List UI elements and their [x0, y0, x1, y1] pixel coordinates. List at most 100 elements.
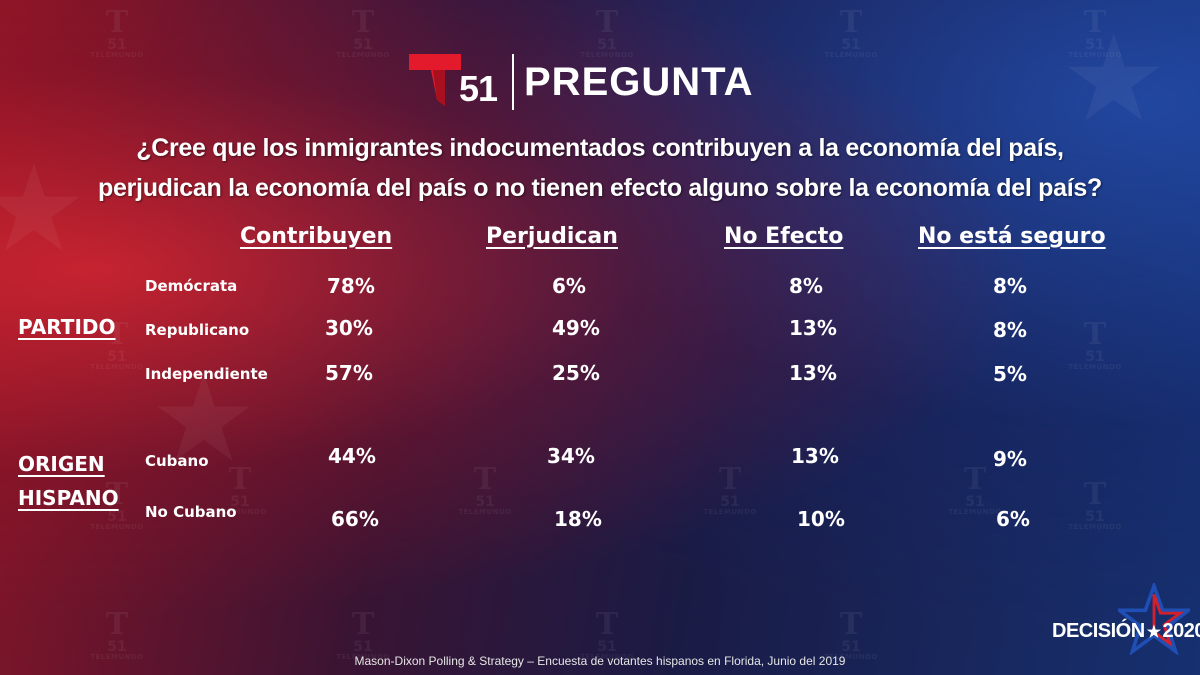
- row-label-no-cubano: No Cubano: [145, 503, 237, 521]
- telemundo-watermark: T 51 TELEMUNDO: [450, 465, 520, 516]
- table-cell: 5%: [993, 362, 1027, 386]
- watermark-network: TELEMUNDO: [90, 523, 144, 531]
- watermark-number: 51: [597, 37, 617, 53]
- watermark-network: TELEMUNDO: [458, 508, 512, 516]
- watermark-number: 51: [841, 639, 861, 655]
- watermark-number: 51: [1085, 37, 1105, 53]
- telemundo-watermark: T 51 TELEMUNDO: [1060, 8, 1130, 59]
- telemundo-watermark: T 51 TELEMUNDO: [82, 320, 152, 371]
- table-cell: 44%: [328, 444, 376, 468]
- logo-number: 51: [459, 68, 498, 109]
- table-cell: 10%: [797, 507, 845, 531]
- watermark-t-icon: T: [228, 462, 252, 497]
- telemundo-watermark: T 51 TELEMUNDO: [82, 8, 152, 59]
- group-label-partido: PARTIDO: [18, 315, 116, 339]
- decision-2020-logo: DECISIÓN ★ 2020: [1052, 620, 1200, 643]
- group-label-origen: ORIGEN: [18, 452, 105, 476]
- background-star-decoration: ★: [0, 140, 88, 279]
- watermark-t-icon: T: [839, 5, 863, 40]
- watermark-t-icon: T: [839, 607, 863, 642]
- table-cell: 13%: [789, 316, 837, 340]
- watermark-network: TELEMUNDO: [824, 51, 878, 59]
- watermark-t-icon: T: [595, 607, 619, 642]
- watermark-network: TELEMUNDO: [703, 508, 757, 516]
- background-star-decoration: ★: [150, 350, 258, 489]
- telemundo-t-icon: [409, 54, 461, 106]
- brand-year: 2020: [1162, 620, 1200, 642]
- telemundo-watermark: T 51 TELEMUNDO: [1060, 480, 1130, 531]
- watermark-number: 51: [1085, 349, 1105, 365]
- table-cell: 13%: [789, 361, 837, 385]
- watermark-t-icon: T: [105, 607, 129, 642]
- watermark-number: 51: [353, 37, 373, 53]
- header-divider: [512, 54, 514, 110]
- table-cell: 18%: [554, 507, 602, 531]
- telemundo-watermark: T 51 TELEMUNDO: [695, 465, 765, 516]
- background-star-decoration: ★: [1060, 10, 1168, 149]
- telemundo-watermark: T 51 TELEMUNDO: [82, 480, 152, 531]
- watermark-network: TELEMUNDO: [90, 51, 144, 59]
- watermark-number: 51: [597, 639, 617, 655]
- question-line-1: ¿Cree que los inmigrantes indocumentados…: [136, 134, 1064, 162]
- table-cell: 57%: [325, 361, 373, 385]
- watermark-t-icon: T: [1083, 5, 1107, 40]
- row-label-republicano: Republicano: [145, 321, 250, 339]
- telemundo-watermark: T 51 TELEMUNDO: [1060, 320, 1130, 371]
- watermark-t-icon: T: [595, 5, 619, 40]
- telemundo-watermark: T 51 TELEMUNDO: [328, 8, 398, 59]
- watermark-number: 51: [107, 639, 127, 655]
- row-label-cubano: Cubano: [145, 452, 209, 470]
- watermark-network: TELEMUNDO: [1068, 51, 1122, 59]
- watermark-number: 51: [1085, 509, 1105, 525]
- table-cell: 6%: [552, 274, 586, 298]
- watermark-t-icon: T: [351, 607, 375, 642]
- watermark-number: 51: [720, 494, 740, 510]
- table-cell: 78%: [327, 274, 375, 298]
- table-cell: 8%: [789, 274, 823, 298]
- watermark-network: TELEMUNDO: [90, 653, 144, 661]
- watermark-number: 51: [965, 494, 985, 510]
- watermark-network: TELEMUNDO: [824, 653, 878, 661]
- watermark-number: 51: [230, 494, 250, 510]
- telemundo-watermark: T 51 TELEMUNDO: [328, 610, 398, 661]
- watermark-network: TELEMUNDO: [1068, 363, 1122, 371]
- telemundo-watermark: T 51 TELEMUNDO: [940, 465, 1010, 516]
- watermark-t-icon: T: [963, 462, 987, 497]
- watermark-t-icon: T: [1083, 317, 1107, 352]
- question-line-2: perjudican la economía del país o no tie…: [98, 174, 1102, 202]
- watermark-number: 51: [841, 37, 861, 53]
- watermark-t-icon: T: [105, 5, 129, 40]
- watermark-network: TELEMUNDO: [336, 51, 390, 59]
- watermark-network: TELEMUNDO: [213, 508, 267, 516]
- page-title: PREGUNTA: [524, 60, 754, 104]
- telemundo-watermark: T 51 TELEMUNDO: [572, 8, 642, 59]
- group-label-hispano: HISPANO: [18, 486, 119, 510]
- watermark-t-icon: T: [351, 5, 375, 40]
- watermark-number: 51: [107, 37, 127, 53]
- watermark-network: TELEMUNDO: [580, 653, 634, 661]
- table-cell: 34%: [547, 444, 595, 468]
- column-header-no-efecto: No Efecto: [724, 224, 844, 249]
- table-cell: 30%: [325, 316, 373, 340]
- source-footer: Mason-Dixon Polling & Strategy – Encuest…: [354, 654, 846, 668]
- watermark-network: TELEMUNDO: [1068, 523, 1122, 531]
- watermark-network: TELEMUNDO: [948, 508, 1002, 516]
- watermark-t-icon: T: [105, 477, 129, 512]
- telemundo-51-logo: 51: [407, 50, 498, 112]
- column-header-perjudican: Perjudican: [486, 224, 618, 249]
- table-cell: 13%: [791, 444, 839, 468]
- watermark-number: 51: [107, 349, 127, 365]
- table-cell: 8%: [993, 318, 1027, 342]
- watermark-number: 51: [475, 494, 495, 510]
- brand-star-icon: ★: [1146, 624, 1161, 641]
- row-label-independiente: Independiente: [145, 365, 268, 383]
- telemundo-watermark: T 51 TELEMUNDO: [82, 610, 152, 661]
- telemundo-watermark: T 51 TELEMUNDO: [816, 8, 886, 59]
- decision-2020-star-icon: [1118, 583, 1190, 655]
- watermark-t-icon: T: [718, 462, 742, 497]
- table-cell: 49%: [552, 316, 600, 340]
- table-cell: 66%: [331, 507, 379, 531]
- telemundo-watermark: T 51 TELEMUNDO: [205, 465, 275, 516]
- watermark-number: 51: [353, 639, 373, 655]
- column-header-contribuyen: Contribuyen: [240, 224, 393, 249]
